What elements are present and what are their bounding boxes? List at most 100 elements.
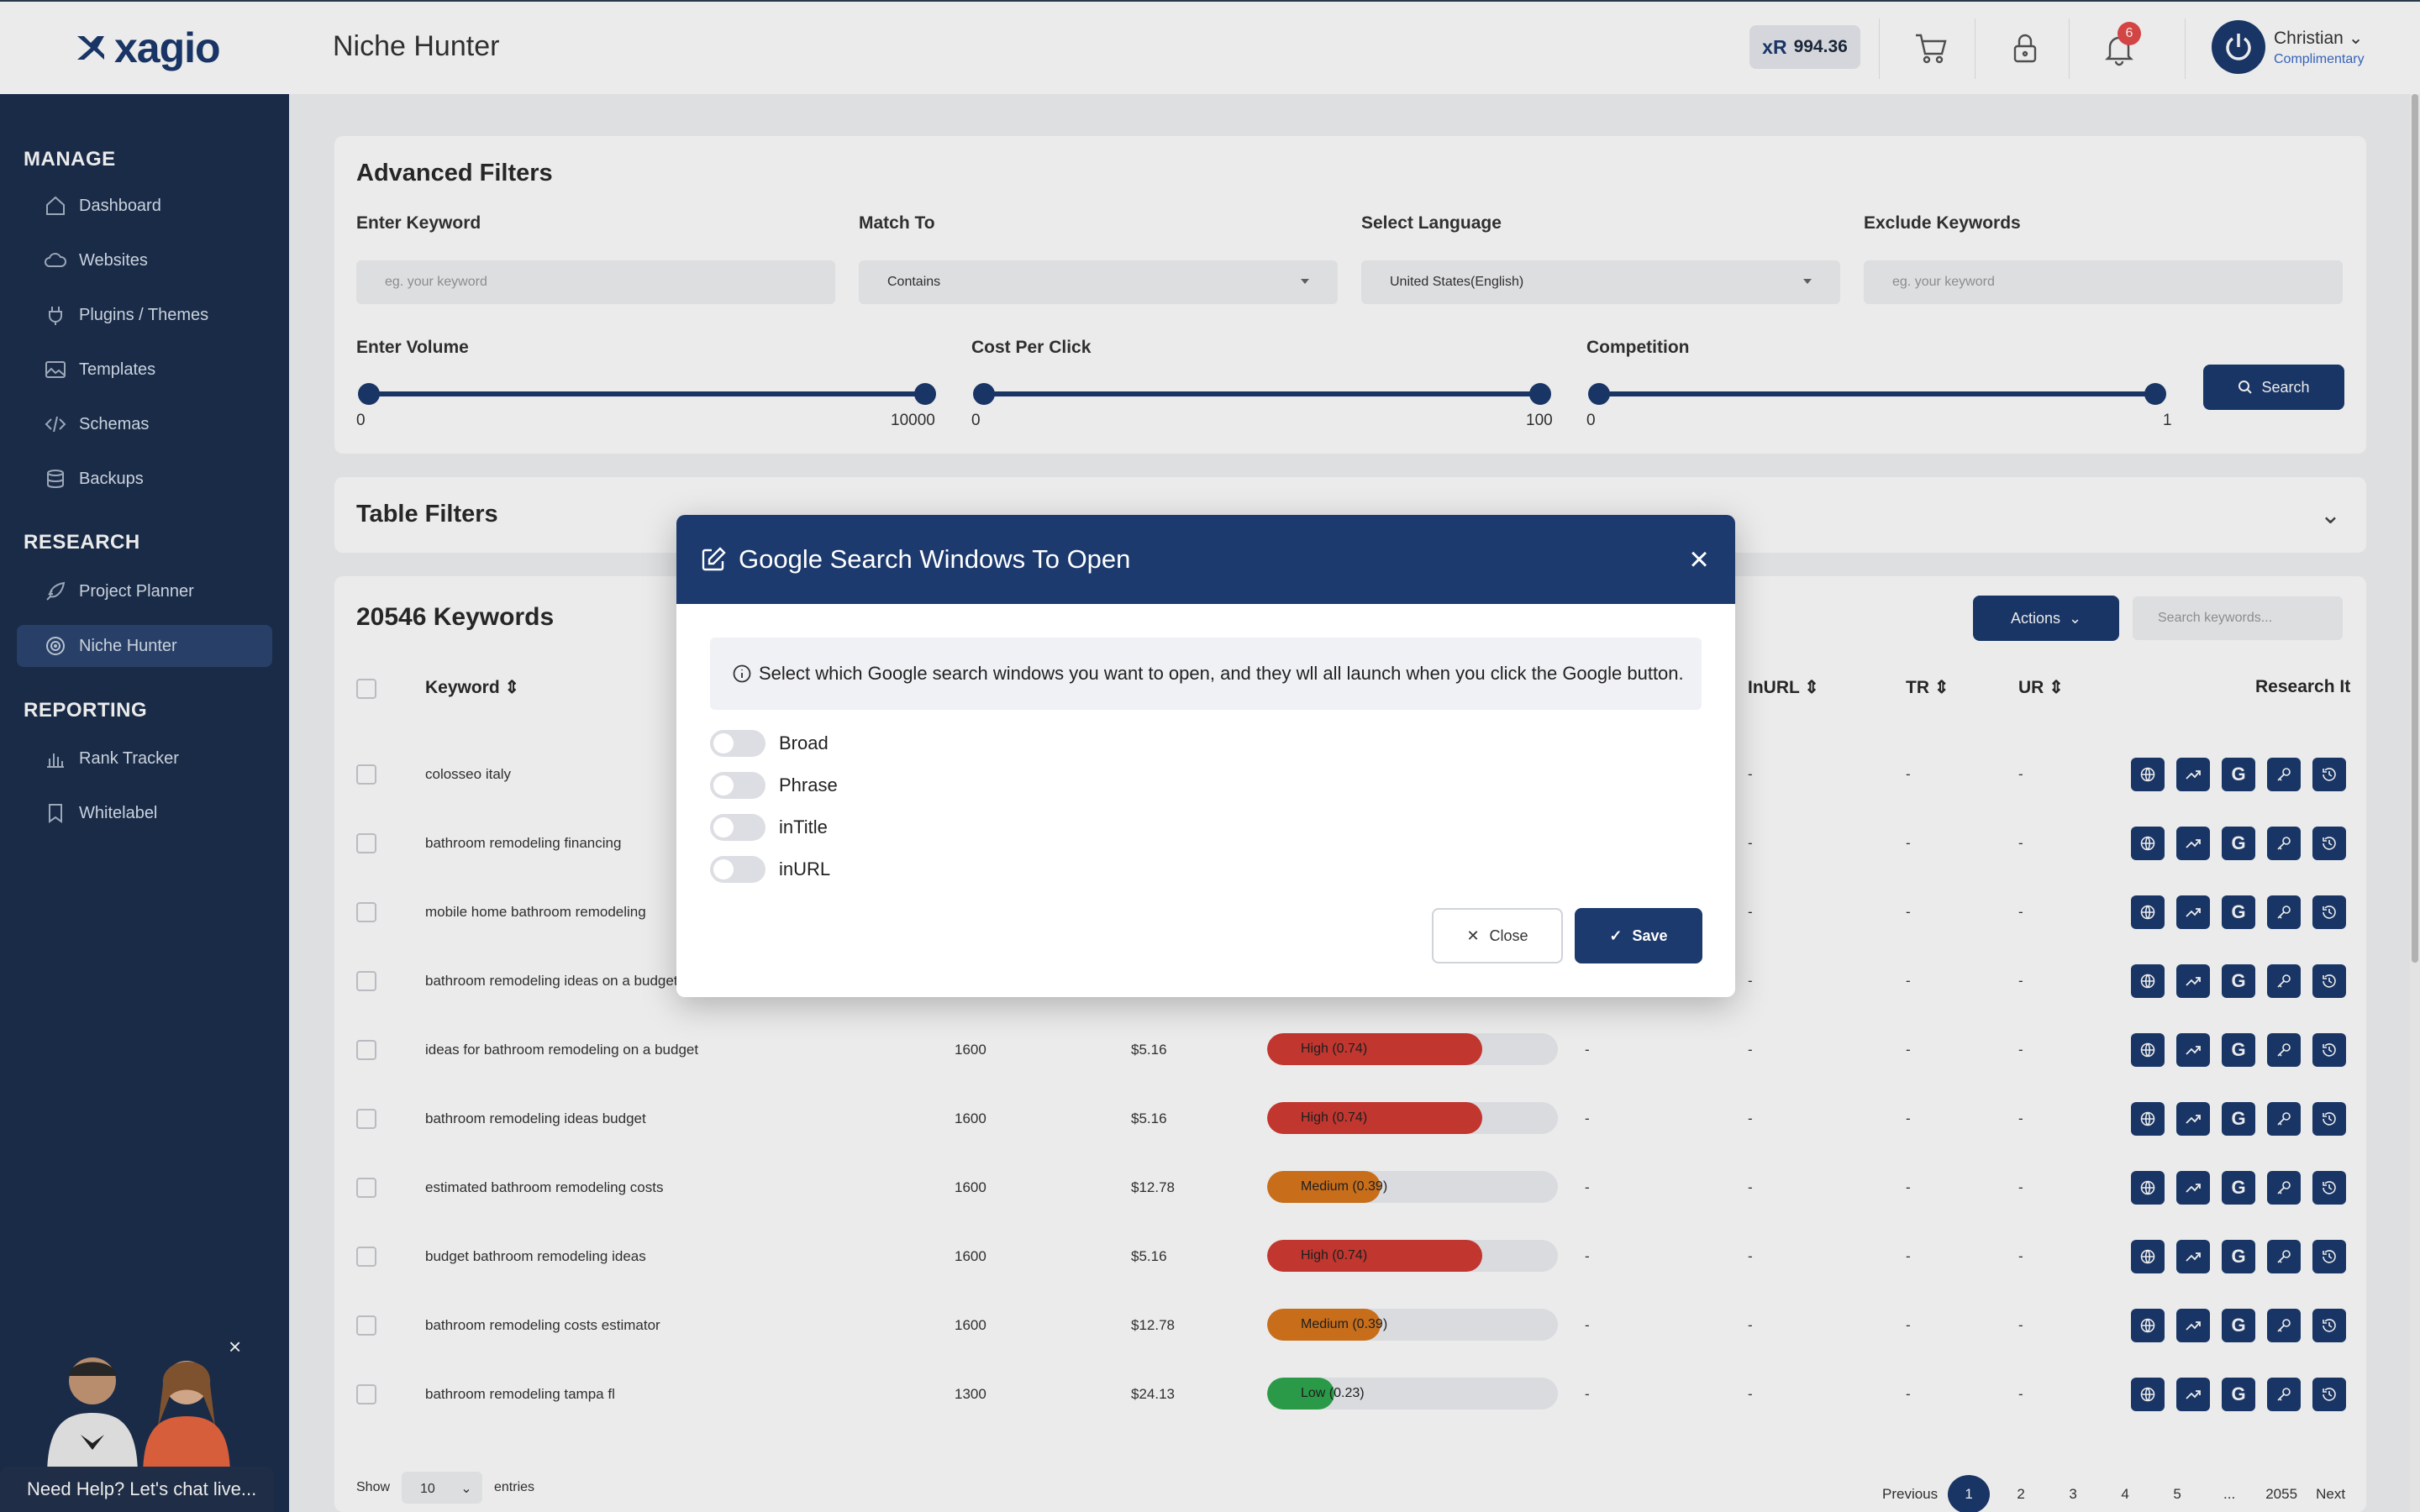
google-icon[interactable]: G [2222,827,2255,860]
save-button[interactable]: ✓ Save [1575,908,1702,963]
scrollbar-thumb[interactable] [2412,94,2418,963]
page-2[interactable]: 2 [2017,1486,2025,1502]
globe-icon[interactable] [2131,758,2165,791]
actions-button[interactable]: Actions ⌄ [1973,596,2119,641]
row-checkbox[interactable] [356,1040,376,1060]
globe-icon[interactable] [2131,1171,2165,1205]
sidebar-item-project-planner[interactable]: Project Planner [17,570,272,612]
volume-max-handle[interactable] [914,383,936,405]
key-icon[interactable] [2267,1309,2301,1342]
volume-slider[interactable] [358,383,936,405]
row-checkbox[interactable] [356,1178,376,1198]
row-checkbox[interactable] [356,902,376,922]
trend-icon[interactable] [2176,1378,2210,1411]
globe-icon[interactable] [2131,1378,2165,1411]
row-checkbox[interactable] [356,1247,376,1267]
column-header-ur[interactable]: UR ⇕ [2018,677,2064,698]
pagination-next[interactable]: Next [2316,1486,2346,1502]
trend-icon[interactable] [2176,1171,2210,1205]
sidebar-item-websites[interactable]: Websites [17,239,272,281]
google-icon[interactable]: G [2222,1378,2255,1411]
key-icon[interactable] [2267,964,2301,998]
globe-icon[interactable] [2131,1309,2165,1342]
exclude-input[interactable]: eg. your keyword [1864,260,2343,304]
toggle-switch[interactable] [710,856,765,883]
row-checkbox[interactable] [356,1109,376,1129]
user-menu[interactable]: Christian ⌄ Complimentary [2212,20,2365,74]
volume-min-handle[interactable] [358,383,380,405]
competition-slider[interactable] [1588,383,2166,405]
keyword-cell[interactable]: bathroom remodeling costs estimator [425,1317,660,1333]
trend-icon[interactable] [2176,827,2210,860]
sidebar-item-plugins[interactable]: Plugins / Themes [17,294,272,336]
pagination-previous[interactable]: Previous [1882,1486,1939,1502]
column-header-inurl[interactable]: InURL ⇕ [1748,677,1819,698]
toggle-switch[interactable] [710,814,765,841]
sidebar-item-niche-hunter[interactable]: Niche Hunter [17,625,272,667]
key-icon[interactable] [2267,1240,2301,1273]
close-icon[interactable]: × [1689,540,1709,578]
google-icon[interactable]: G [2222,1171,2255,1205]
google-icon[interactable]: G [2222,1102,2255,1136]
history-icon[interactable] [2312,1102,2346,1136]
google-icon[interactable]: G [2222,964,2255,998]
keyword-cell[interactable]: bathroom remodeling ideas budget [425,1110,646,1126]
column-header-keyword[interactable]: Keyword ⇕ [425,677,519,698]
history-icon[interactable] [2312,827,2346,860]
key-icon[interactable] [2267,827,2301,860]
search-button[interactable]: Search [2203,365,2344,410]
sidebar-item-schemas[interactable]: Schemas [17,403,272,445]
keyword-cell[interactable]: mobile home bathroom remodeling [425,904,646,920]
history-icon[interactable] [2312,1033,2346,1067]
trend-icon[interactable] [2176,758,2210,791]
sidebar-item-whitelabel[interactable]: Whitelabel [17,792,272,834]
row-checkbox[interactable] [356,833,376,853]
google-icon[interactable]: G [2222,1240,2255,1273]
row-checkbox[interactable] [356,1384,376,1404]
history-icon[interactable] [2312,1378,2346,1411]
trend-icon[interactable] [2176,1102,2210,1136]
google-icon[interactable]: G [2222,895,2255,929]
google-icon[interactable]: G [2222,758,2255,791]
keyword-cell[interactable]: bathroom remodeling tampa fl [425,1386,615,1402]
cpc-max-handle[interactable] [1529,383,1551,405]
row-checkbox[interactable] [356,1315,376,1336]
competition-min-handle[interactable] [1588,383,1610,405]
trend-icon[interactable] [2176,1240,2210,1273]
history-icon[interactable] [2312,1309,2346,1342]
language-select[interactable]: United States(English) [1361,260,1840,304]
globe-icon[interactable] [2131,895,2165,929]
trend-icon[interactable] [2176,964,2210,998]
keyword-input[interactable]: eg. your keyword [356,260,835,304]
entries-select[interactable]: 10 ⌄ [402,1472,482,1504]
globe-icon[interactable] [2131,1033,2165,1067]
lock-icon[interactable] [2000,24,2050,74]
history-icon[interactable] [2312,1171,2346,1205]
key-icon[interactable] [2267,1033,2301,1067]
cart-icon[interactable] [1906,24,1956,74]
google-icon[interactable]: G [2222,1309,2255,1342]
chat-widget[interactable]: × Need Help? Let's chat live... [0,1334,274,1512]
toggle-switch[interactable] [710,772,765,799]
keyword-cell[interactable]: ideas for bathroom remodeling on a budge… [425,1042,699,1058]
page-last[interactable]: 2055 [2265,1486,2298,1502]
cpc-slider[interactable] [973,383,1551,405]
cpc-min-handle[interactable] [973,383,995,405]
keyword-cell[interactable]: bathroom remodeling ideas on a budget [425,973,678,989]
history-icon[interactable] [2312,1240,2346,1273]
history-icon[interactable] [2312,895,2346,929]
competition-max-handle[interactable] [2144,383,2166,405]
sidebar-item-templates[interactable]: Templates [17,349,272,391]
sidebar-item-rank-tracker[interactable]: Rank Tracker [17,738,272,780]
page-5[interactable]: 5 [2173,1486,2181,1502]
match-select[interactable]: Contains [859,260,1338,304]
bell-icon[interactable]: 6 [2094,22,2144,74]
chevron-down-icon[interactable]: ⌄ [2319,501,2341,529]
close-button[interactable]: ✕ Close [1432,908,1563,963]
trend-icon[interactable] [2176,1309,2210,1342]
column-header-tr[interactable]: TR ⇕ [1906,677,1949,698]
google-icon[interactable]: G [2222,1033,2255,1067]
trend-icon[interactable] [2176,895,2210,929]
row-checkbox[interactable] [356,764,376,785]
chat-prompt[interactable]: Need Help? Let's chat live... [0,1467,274,1512]
